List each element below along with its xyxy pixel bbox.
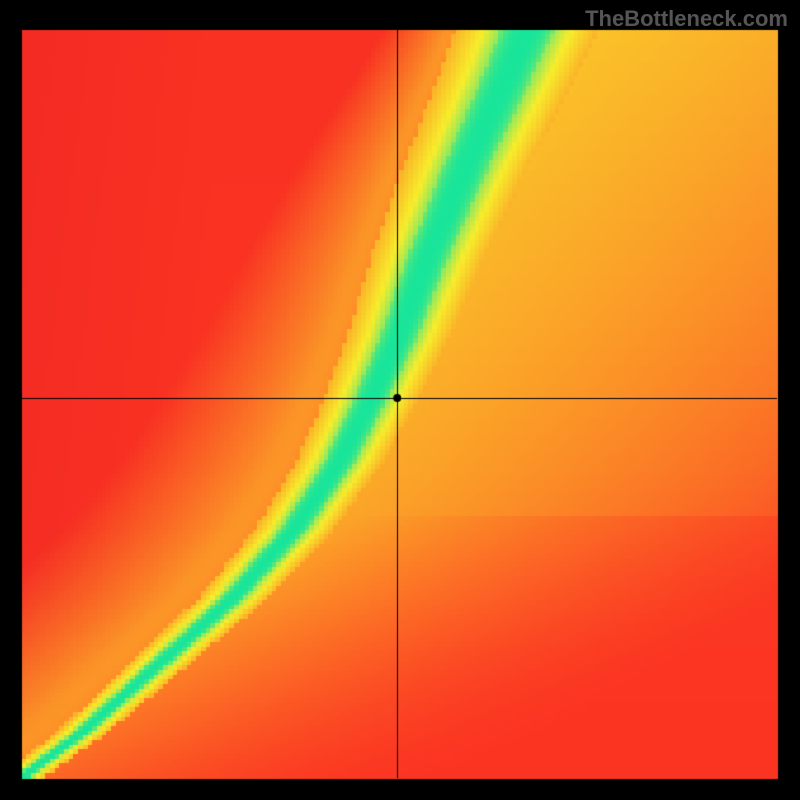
chart-container: { "meta": { "watermark_text": "TheBottle…	[0, 0, 800, 800]
heatmap-canvas	[0, 0, 800, 800]
watermark-text: TheBottleneck.com	[585, 6, 788, 32]
